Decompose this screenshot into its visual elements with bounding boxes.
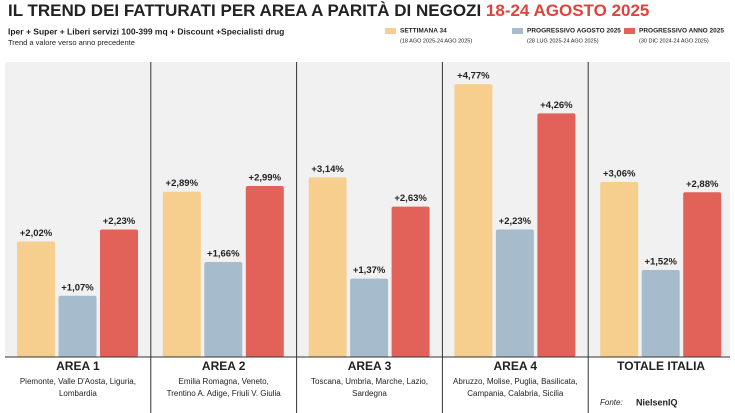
bar [162, 191, 201, 357]
data-label: +2,23% [499, 216, 532, 227]
category-note: Toscana, Umbria, Marche, Lazio, [311, 377, 428, 386]
data-label: +4,26% [540, 100, 573, 111]
data-label: +1,52% [644, 257, 677, 268]
data-label: +2,02% [20, 228, 53, 239]
category-note: Abruzzo, Molise, Puglia, Basilicata, [453, 377, 578, 386]
bar [308, 177, 347, 357]
data-label: +1,37% [353, 265, 386, 276]
legend-swatch [385, 28, 396, 34]
legend-period: (28 LUG 2025-24 AGO 2025) [527, 38, 599, 44]
x-tick-label: AREA 4 [494, 359, 538, 373]
bar [204, 262, 243, 357]
data-label: +2,89% [166, 178, 199, 189]
bar [454, 84, 493, 357]
legend-swatch [512, 28, 523, 34]
x-tick-label: TOTALE ITALIA [617, 359, 705, 373]
data-label: +1,66% [207, 249, 240, 260]
legend-label: SETTIMANA 34 [400, 28, 447, 35]
data-label: +2,88% [686, 179, 719, 190]
data-label: +2,23% [103, 216, 136, 227]
title-main: IL TREND DEI FATTURATI PER AREA A PARITÀ… [8, 1, 481, 20]
data-label: +2,99% [249, 172, 282, 183]
x-tick-label: AREA 2 [202, 359, 246, 373]
data-label: +3,14% [311, 164, 344, 175]
title-highlight: 18-24 AGOSTO 2025 [486, 1, 649, 20]
category-note: Emilia Romagna, Veneto, [179, 377, 269, 386]
data-label: +3,06% [603, 168, 636, 179]
bar [17, 241, 55, 357]
chart-title: IL TREND DEI FATTURATI PER AREA A PARITÀ… [8, 1, 649, 20]
subtitle: Iper + Super + Liberi servizi 100-399 mq… [8, 26, 284, 36]
bar [350, 278, 389, 357]
bar [58, 295, 97, 357]
category-note: Lombardia [59, 389, 97, 398]
category-note: Piemonte, Valle D'Aosta, Liguria, [20, 377, 136, 386]
bar [245, 185, 284, 357]
legend-label: PROGRESSIVO AGOSTO 2025 [527, 28, 621, 35]
data-label: +4,77% [457, 71, 490, 82]
bar [537, 113, 576, 357]
legend-period: (18 AGO 2025-24 AGO 2025) [400, 38, 472, 44]
x-tick-label: AREA 3 [348, 359, 392, 373]
category-note: Campania, Calabria, Sicilia [467, 389, 564, 398]
x-tick-label: AREA 1 [56, 359, 100, 373]
legend-label: PROGRESSIVO ANNO 2025 [639, 28, 724, 35]
legend-swatch [624, 28, 635, 34]
bar [600, 181, 639, 357]
source-label: Fonte: [600, 398, 623, 407]
note: Trend a valore verso anno precedente [8, 38, 135, 47]
source: NielsenIQ [636, 397, 678, 407]
legend-period: (30 DIC 2024-24 AGO 2025) [639, 38, 709, 44]
bar [641, 270, 680, 357]
bar [495, 229, 534, 357]
bar [391, 206, 430, 357]
category-note: Sardegna [352, 389, 387, 398]
data-label: +1,07% [61, 282, 94, 293]
bar [100, 229, 138, 357]
category-note: Trentino A. Adige, Friuli V. Giulia [167, 389, 282, 398]
bar [683, 192, 722, 357]
data-label: +2,63% [394, 193, 427, 204]
